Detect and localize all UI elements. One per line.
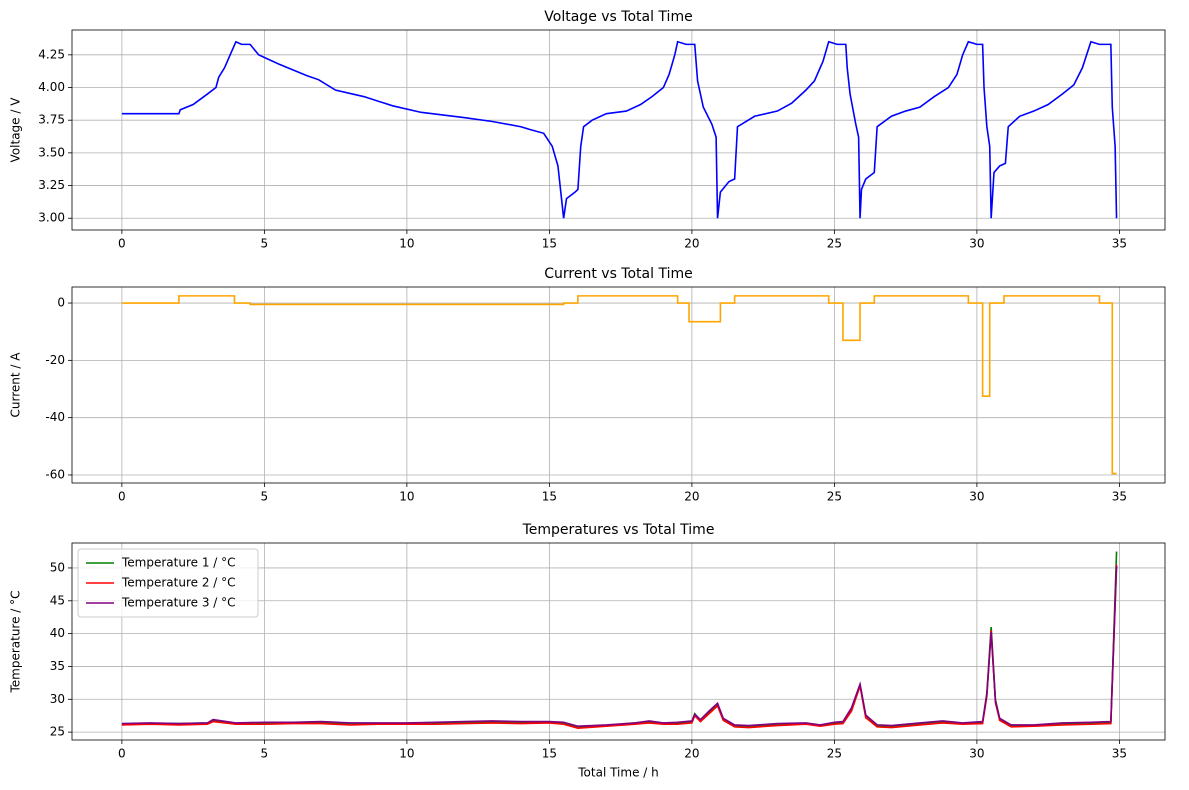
chart-title: Temperatures vs Total Time (522, 522, 715, 538)
series-line (121, 564, 1118, 729)
x-tick-label: 20 (684, 490, 699, 504)
x-tick-label: 35 (1112, 747, 1127, 761)
y-tick-label: 45 (50, 593, 65, 607)
y-tick-label: 40 (50, 626, 65, 640)
line (121, 295, 1117, 475)
x-tick-label: 15 (542, 747, 557, 761)
y-axis-label: Current / A (9, 352, 23, 418)
y-tick-label: 50 (50, 560, 65, 574)
x-tick-label: 20 (684, 747, 699, 761)
y-tick-label: -60 (45, 467, 65, 481)
x-tick-label: 30 (969, 490, 984, 504)
x-tick-label: 10 (399, 490, 414, 504)
y-tick-label: 35 (50, 659, 65, 673)
series-line (121, 551, 1118, 728)
y-tick-label: 3.00 (38, 211, 65, 225)
legend-label: Temperature 1 / °C (121, 556, 236, 570)
legend-box (77, 548, 259, 618)
x-tick-label: 25 (827, 237, 842, 251)
x-tick-label: 30 (969, 747, 984, 761)
x-axis-label: Total Time / h (577, 766, 658, 780)
legend-label: Temperature 3 / °C (121, 596, 236, 610)
y-tick-label: 3.50 (38, 145, 65, 159)
x-tick-label: 15 (542, 237, 557, 251)
x-tick-label: 20 (684, 237, 699, 251)
y-tick-label: 0 (57, 296, 65, 310)
y-tick-label: 4.00 (38, 80, 65, 94)
x-tick-label: 30 (969, 237, 984, 251)
x-tick-label: 5 (261, 490, 269, 504)
y-tick-label: 3.75 (38, 113, 65, 127)
legend-label: Temperature 2 / °C (121, 576, 236, 590)
x-tick-label: 25 (827, 490, 842, 504)
x-tick-label: 10 (399, 237, 414, 251)
x-tick-label: 5 (261, 747, 269, 761)
x-tick-label: 0 (118, 747, 126, 761)
chart-title: Voltage vs Total Time (544, 9, 692, 25)
y-axis-label: Voltage / V (9, 97, 23, 163)
y-tick-label: 30 (50, 692, 65, 706)
axes-frame (71, 286, 1166, 484)
y-tick-label: 4.25 (38, 47, 65, 61)
axes-frame (71, 29, 1166, 231)
x-tick-label: 5 (261, 237, 269, 251)
y-tick-label: 3.25 (38, 178, 65, 192)
y-tick-label: 25 (50, 725, 65, 739)
x-tick-label: 0 (118, 490, 126, 504)
line (121, 40, 1118, 219)
x-tick-label: 15 (542, 490, 557, 504)
series-line (121, 565, 1118, 728)
axes-frame (71, 542, 1166, 741)
x-tick-label: 25 (827, 747, 842, 761)
x-tick-label: 35 (1112, 490, 1127, 504)
chart-title: Current vs Total Time (544, 266, 692, 282)
x-tick-label: 0 (118, 237, 126, 251)
x-tick-label: 10 (399, 747, 414, 761)
y-tick-label: -40 (45, 410, 65, 424)
y-axis-label: Temperature / °C (9, 590, 23, 693)
x-tick-label: 35 (1112, 237, 1127, 251)
y-tick-label: -20 (45, 353, 65, 367)
